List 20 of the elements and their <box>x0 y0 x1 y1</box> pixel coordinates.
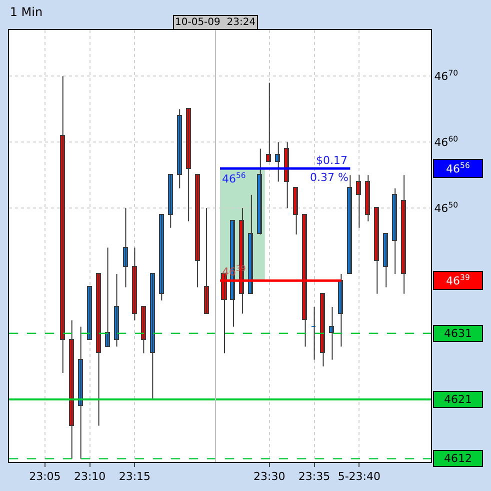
ref-line-label: 4631 <box>444 327 472 340</box>
x-tick-label: 23:10 <box>74 470 106 484</box>
ref-line-label: 4612 <box>444 452 472 465</box>
y-tick-label: 46$^{60}$ <box>434 134 458 149</box>
ref-line-label: 4621 <box>444 393 472 406</box>
ref-line-label: 10-05-09 23:24 <box>175 17 256 28</box>
y-tick-label: 46$^{70}$ <box>434 68 458 84</box>
x-tick-label: 23:05 <box>29 470 61 484</box>
annotation: 0.37 % <box>310 171 348 184</box>
annotation: 46$^{56}$ <box>222 171 246 186</box>
annotation: 46$^{39}$ <box>222 264 246 279</box>
text: 46$^{39}$ <box>446 273 470 288</box>
x-tick-label: 23:35 <box>298 470 330 484</box>
x-tick-label: 5-23:40 <box>338 470 381 484</box>
x-tick-label: 23:15 <box>118 470 151 484</box>
text: 46$^{56}$ <box>446 161 470 176</box>
x-tick-label: 23:30 <box>254 470 286 484</box>
annotation: $0.17 <box>316 154 348 167</box>
y-tick-label: 46$^{50}$ <box>434 200 458 215</box>
chart-title: 1 Min <box>10 4 43 19</box>
